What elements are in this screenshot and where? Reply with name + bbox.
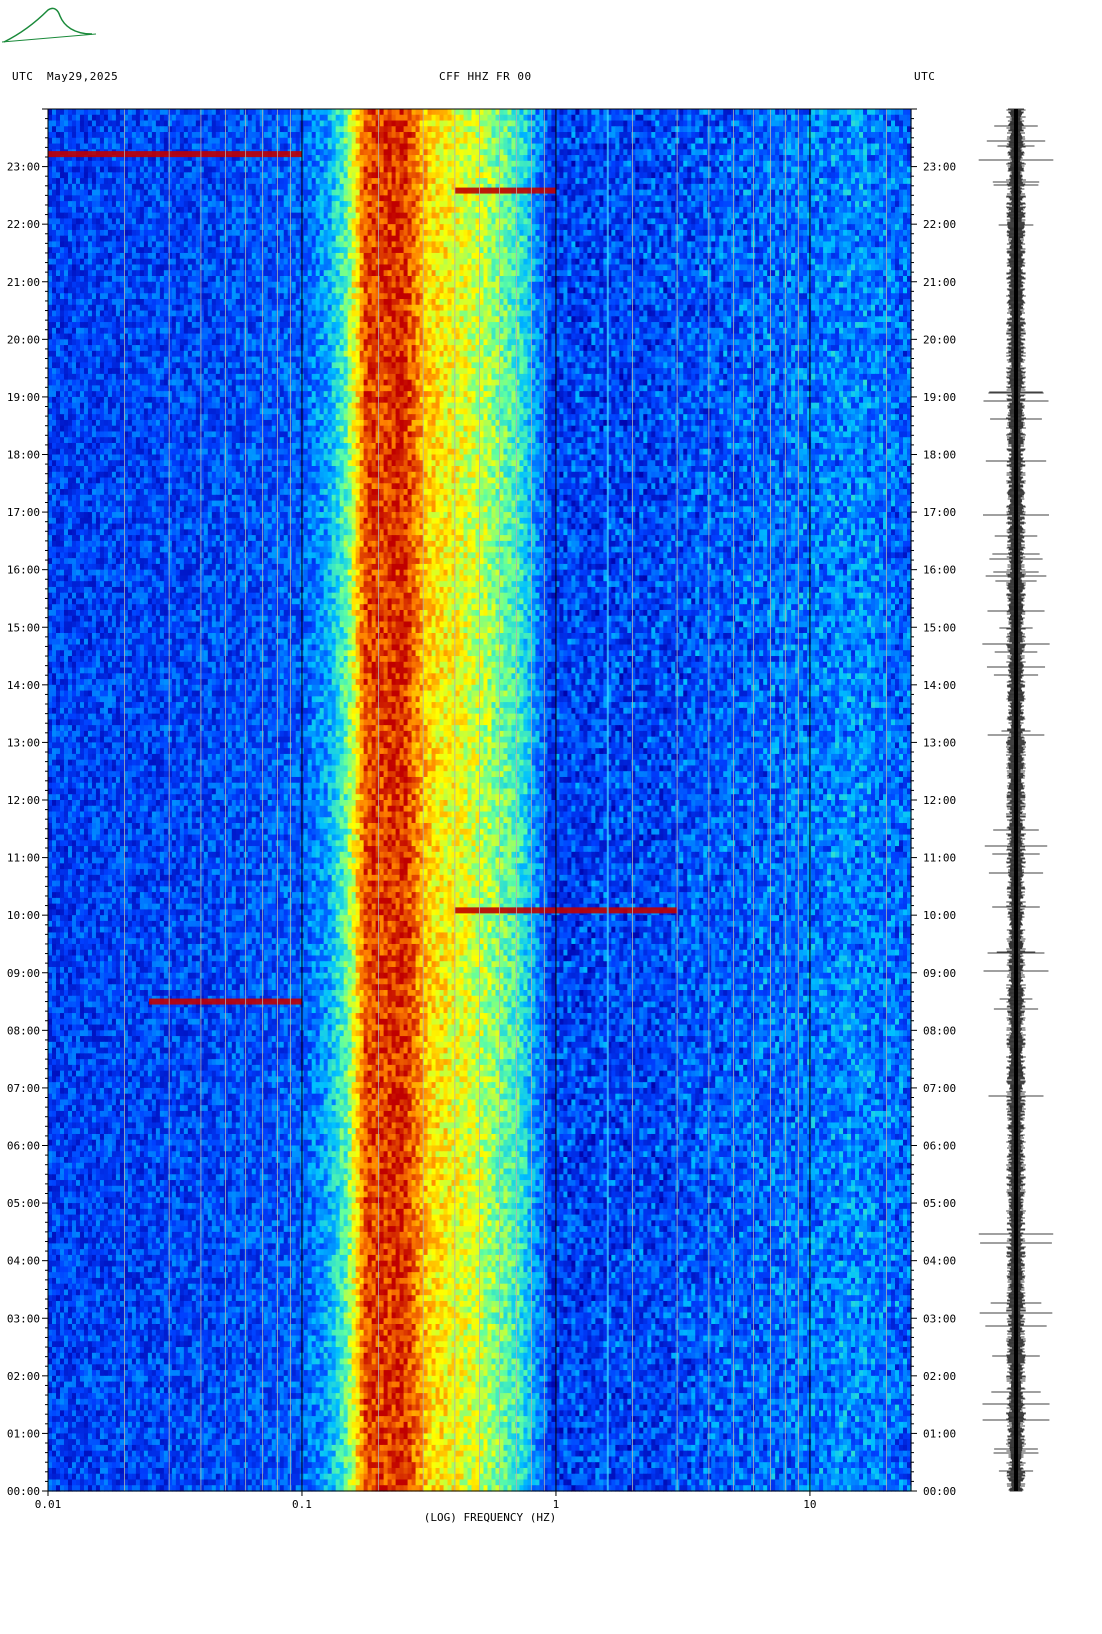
y-tick-label-right: 08:00 <box>923 1024 956 1037</box>
y-tick-label-right: 03:00 <box>923 1312 956 1325</box>
spectrogram-cells <box>48 109 912 1492</box>
y-tick-label-left: 14:00 <box>7 679 40 692</box>
y-tick-label-left: 12:00 <box>7 794 40 807</box>
event-mark-3 <box>454 187 556 194</box>
y-tick-label-left: 08:00 <box>7 1024 40 1037</box>
y-tick-label-left: 04:00 <box>7 1255 40 1268</box>
header-date: May29,2025 <box>47 70 118 83</box>
y-tick-label-right: 20:00 <box>923 333 956 346</box>
y-tick-label-right: 15:00 <box>923 621 956 634</box>
y-tick-label-left: 03:00 <box>7 1312 40 1325</box>
y-tick-label-right: 19:00 <box>923 391 956 404</box>
y-tick-label-right: 07:00 <box>923 1082 956 1095</box>
x-tick-label: 10 <box>803 1498 816 1511</box>
y-tick-label-right: 12:00 <box>923 794 956 807</box>
opgc-logo <box>0 4 100 50</box>
y-tick-label-left: 00:00 <box>7 1485 40 1498</box>
y-tick-label-right: 01:00 <box>923 1427 956 1440</box>
y-tick-label-right: 21:00 <box>923 276 956 289</box>
y-tick-label-left: 10:00 <box>7 909 40 922</box>
header-station: CFF HHZ FR 00 <box>439 70 532 83</box>
y-tick-label-left: 06:00 <box>7 1140 40 1153</box>
y-tick-label-right: 02:00 <box>923 1370 956 1383</box>
y-tick-label-left: 18:00 <box>7 449 40 462</box>
y-tick-label-left: 11:00 <box>7 852 40 865</box>
y-tick-label-left: 01:00 <box>7 1427 40 1440</box>
event-mark-4 <box>454 907 678 914</box>
y-tick-label-right: 13:00 <box>923 736 956 749</box>
y-tick-label-right: 10:00 <box>923 909 956 922</box>
y-tick-label-left: 05:00 <box>7 1197 40 1210</box>
y-tick-label-right: 22:00 <box>923 218 956 231</box>
y-tick-label-right: 04:00 <box>923 1255 956 1268</box>
header-timezone-right: UTC <box>914 70 935 83</box>
x-tick-label: 0.1 <box>292 1498 312 1511</box>
y-tick-label-right: 18:00 <box>923 449 956 462</box>
x-axis-label: (LOG) FREQUENCY (HZ) <box>424 1511 556 1524</box>
y-tick-label-right: 17:00 <box>923 506 956 519</box>
y-tick-label-left: 13:00 <box>7 736 40 749</box>
y-tick-label-right: 05:00 <box>923 1197 956 1210</box>
y-tick-label-left: 20:00 <box>7 333 40 346</box>
y-tick-label-left: 21:00 <box>7 276 40 289</box>
y-tick-label-right: 09:00 <box>923 967 956 980</box>
event-mark-2 <box>48 151 302 158</box>
y-tick-label-right: 11:00 <box>923 852 956 865</box>
y-tick-label-left: 22:00 <box>7 218 40 231</box>
x-tick-label: 1 <box>553 1498 560 1511</box>
y-tick-label-left: 07:00 <box>7 1082 40 1095</box>
y-tick-label-right: 16:00 <box>923 564 956 577</box>
plot-frame <box>47 108 912 1492</box>
frequency-grid <box>47 109 887 1491</box>
y-tick-label-left: 16:00 <box>7 564 40 577</box>
y-tick-label-right: 06:00 <box>923 1140 956 1153</box>
y-tick-label-left: 17:00 <box>7 506 40 519</box>
header-timezone-left: UTC <box>12 70 33 83</box>
y-tick-label-left: 19:00 <box>7 391 40 404</box>
y-tick-label-right: 23:00 <box>923 161 956 174</box>
y-tick-label-left: 23:00 <box>7 161 40 174</box>
x-tick-label: 0.01 <box>35 1498 62 1511</box>
y-tick-label-left: 09:00 <box>7 967 40 980</box>
y-tick-label-right: 00:00 <box>923 1485 956 1498</box>
y-tick-label-right: 14:00 <box>923 679 956 692</box>
y-tick-label-left: 02:00 <box>7 1370 40 1383</box>
y-tick-label-left: 15:00 <box>7 621 40 634</box>
